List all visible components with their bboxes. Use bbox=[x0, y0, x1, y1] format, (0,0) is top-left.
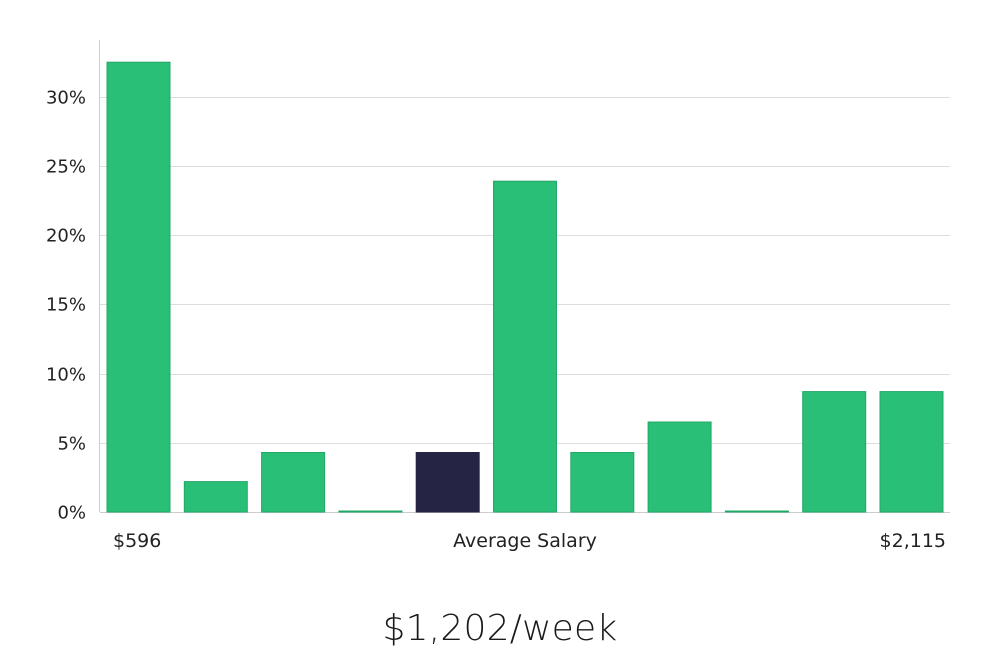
bar bbox=[724, 510, 789, 513]
bar bbox=[106, 61, 171, 513]
y-tick-label: 0% bbox=[57, 503, 86, 524]
bar bbox=[261, 452, 326, 513]
y-tick-label: 25% bbox=[46, 157, 86, 178]
x-label-max: $2,115 bbox=[880, 530, 946, 552]
salary-histogram: 0%5%10%15%20%25%30% $596 Average Salary … bbox=[46, 40, 950, 552]
bar bbox=[879, 391, 944, 513]
bar bbox=[493, 180, 557, 513]
x-label-min: $596 bbox=[113, 530, 161, 552]
y-tick-label: 30% bbox=[46, 88, 86, 109]
x-label-average: Average Salary bbox=[453, 530, 597, 552]
bar-average-salary bbox=[415, 452, 480, 513]
bar bbox=[647, 421, 712, 513]
average-salary-value: $1,202/week bbox=[382, 608, 618, 649]
y-tick-labels: 0% 5% 10% 15% 20% 25% 30% bbox=[46, 88, 86, 524]
bar bbox=[183, 481, 248, 513]
y-tick-label: 5% bbox=[57, 434, 86, 455]
y-tick-label: 10% bbox=[46, 365, 86, 386]
y-tick-label: 15% bbox=[46, 295, 86, 316]
y-tick-label: 20% bbox=[46, 226, 86, 247]
bar bbox=[802, 391, 867, 513]
bar bbox=[338, 510, 403, 513]
bar bbox=[570, 452, 635, 513]
bars bbox=[106, 61, 944, 513]
